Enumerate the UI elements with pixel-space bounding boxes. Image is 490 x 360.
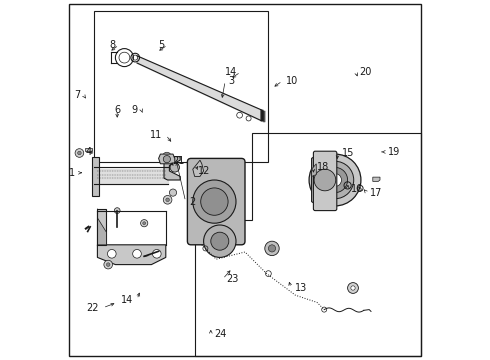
- Text: 1: 1: [69, 168, 74, 178]
- Text: 15: 15: [342, 148, 354, 158]
- FancyBboxPatch shape: [187, 158, 245, 245]
- Polygon shape: [193, 160, 204, 176]
- Circle shape: [193, 180, 236, 223]
- Polygon shape: [98, 245, 166, 265]
- Text: 21: 21: [172, 156, 185, 166]
- Text: 14: 14: [225, 67, 237, 77]
- Text: 6: 6: [114, 105, 120, 115]
- Circle shape: [269, 245, 275, 252]
- Polygon shape: [373, 177, 380, 181]
- Circle shape: [314, 169, 336, 191]
- Text: 10: 10: [286, 76, 298, 86]
- Circle shape: [351, 286, 355, 290]
- Circle shape: [114, 208, 120, 213]
- Circle shape: [163, 156, 171, 163]
- Circle shape: [170, 163, 179, 172]
- Text: 12: 12: [198, 166, 211, 176]
- Circle shape: [133, 249, 141, 258]
- Circle shape: [152, 249, 161, 258]
- Circle shape: [170, 189, 176, 196]
- Text: 9: 9: [132, 105, 138, 115]
- Text: 2: 2: [189, 197, 196, 207]
- Text: 24: 24: [215, 329, 227, 339]
- Text: 3: 3: [229, 76, 235, 86]
- Text: 14: 14: [121, 294, 133, 305]
- Text: 22: 22: [87, 303, 99, 313]
- Polygon shape: [164, 157, 180, 180]
- Circle shape: [328, 174, 342, 186]
- Circle shape: [75, 149, 84, 157]
- Text: 8: 8: [109, 40, 116, 50]
- Circle shape: [166, 198, 170, 202]
- Polygon shape: [98, 209, 106, 245]
- Circle shape: [143, 222, 146, 225]
- Text: 16: 16: [351, 184, 364, 194]
- Text: 5: 5: [158, 40, 164, 50]
- Text: 7: 7: [74, 90, 80, 100]
- Circle shape: [201, 188, 228, 215]
- Circle shape: [163, 195, 172, 204]
- Polygon shape: [85, 148, 92, 151]
- FancyBboxPatch shape: [314, 151, 337, 211]
- Text: 17: 17: [370, 188, 383, 198]
- Circle shape: [309, 154, 361, 206]
- Circle shape: [211, 232, 229, 250]
- Text: 11: 11: [150, 130, 162, 140]
- Circle shape: [316, 161, 354, 199]
- Circle shape: [165, 155, 169, 158]
- Circle shape: [163, 152, 171, 161]
- Text: 18: 18: [317, 162, 329, 172]
- Text: 4: 4: [86, 147, 92, 157]
- Circle shape: [106, 263, 110, 266]
- Circle shape: [141, 220, 148, 227]
- Polygon shape: [312, 164, 316, 176]
- Circle shape: [347, 283, 358, 293]
- Circle shape: [265, 241, 279, 256]
- Circle shape: [107, 249, 116, 258]
- Text: 19: 19: [388, 147, 400, 157]
- Text: 20: 20: [360, 67, 372, 77]
- Text: 13: 13: [294, 283, 307, 293]
- Polygon shape: [159, 154, 175, 164]
- Circle shape: [322, 167, 347, 193]
- Polygon shape: [98, 209, 106, 245]
- Circle shape: [77, 151, 81, 155]
- Polygon shape: [92, 157, 99, 196]
- Circle shape: [204, 225, 236, 257]
- Circle shape: [104, 260, 113, 269]
- Text: 23: 23: [226, 274, 239, 284]
- Polygon shape: [312, 155, 317, 205]
